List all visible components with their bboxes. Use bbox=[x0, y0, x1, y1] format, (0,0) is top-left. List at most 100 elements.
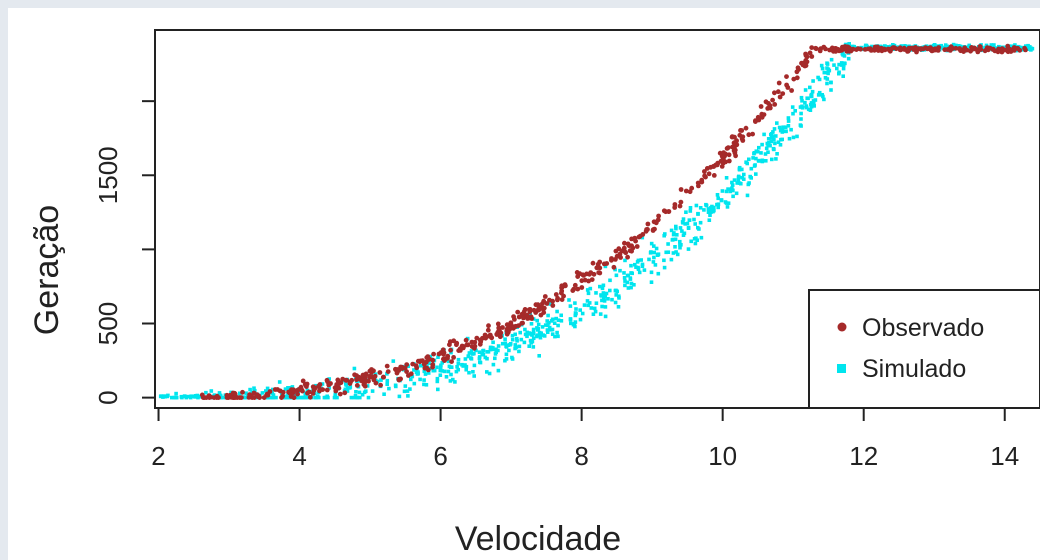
data-point-observado bbox=[689, 185, 695, 191]
data-point-simulado bbox=[724, 189, 729, 194]
data-point-observado bbox=[550, 298, 555, 304]
data-point-observado bbox=[629, 248, 634, 254]
data-point-observado bbox=[230, 395, 236, 400]
data-point-observado bbox=[486, 323, 491, 329]
data-point-simulado bbox=[170, 395, 174, 400]
data-point-simulado bbox=[704, 203, 709, 208]
data-point-simulado bbox=[687, 218, 692, 222]
data-point-simulado bbox=[663, 232, 667, 236]
data-point-simulado bbox=[841, 74, 845, 78]
data-point-simulado bbox=[843, 61, 847, 66]
data-point-observado bbox=[232, 391, 238, 397]
data-point-simulado bbox=[602, 295, 607, 299]
data-point-simulado bbox=[594, 301, 599, 305]
data-point-observado bbox=[306, 389, 312, 395]
data-point-observado bbox=[575, 286, 581, 292]
data-point-simulado bbox=[527, 344, 531, 348]
data-point-simulado bbox=[809, 92, 814, 97]
data-point-simulado bbox=[531, 327, 536, 332]
data-point-simulado bbox=[559, 319, 564, 323]
data-point-simulado bbox=[636, 258, 641, 263]
data-point-observado bbox=[579, 285, 585, 290]
data-point-simulado bbox=[360, 392, 365, 397]
data-point-simulado bbox=[601, 283, 606, 288]
data-point-simulado bbox=[592, 306, 597, 311]
data-point-simulado bbox=[809, 104, 814, 109]
data-point-simulado bbox=[418, 377, 422, 382]
data-point-observado bbox=[354, 377, 359, 383]
data-point-simulado bbox=[664, 250, 668, 255]
data-point-observado bbox=[613, 248, 619, 254]
data-point-simulado bbox=[182, 394, 187, 398]
data-point-simulado bbox=[770, 157, 774, 162]
data-point-simulado bbox=[626, 286, 631, 290]
data-point-simulado bbox=[518, 330, 522, 335]
data-point-simulado bbox=[408, 387, 412, 391]
data-point-simulado bbox=[652, 250, 656, 255]
data-point-simulado bbox=[466, 354, 471, 358]
data-point-observado bbox=[678, 187, 684, 192]
data-point-observado bbox=[371, 377, 377, 383]
data-point-observado bbox=[377, 370, 383, 375]
data-point-simulado bbox=[348, 385, 353, 389]
data-point-observado bbox=[396, 367, 401, 373]
data-point-simulado bbox=[456, 367, 460, 372]
data-point-simulado bbox=[549, 328, 553, 332]
data-point-simulado bbox=[585, 299, 590, 303]
data-point-observado bbox=[361, 382, 367, 387]
data-point-simulado bbox=[538, 335, 543, 340]
data-point-observado bbox=[464, 342, 470, 348]
data-point-simulado bbox=[535, 333, 540, 337]
data-point-simulado bbox=[537, 354, 541, 358]
data-point-simulado bbox=[825, 61, 829, 65]
data-point-simulado bbox=[174, 391, 178, 396]
data-point-observado bbox=[839, 47, 845, 53]
data-point-observado bbox=[367, 374, 372, 379]
data-point-observado bbox=[498, 330, 504, 336]
data-point-simulado bbox=[478, 360, 482, 364]
data-point-simulado bbox=[503, 358, 507, 363]
data-point-simulado bbox=[299, 395, 303, 400]
data-point-simulado bbox=[555, 309, 559, 314]
y-tick-label: 1500 bbox=[93, 146, 123, 204]
data-point-simulado bbox=[477, 350, 482, 354]
data-point-simulado bbox=[745, 161, 749, 166]
data-point-observado bbox=[542, 294, 548, 299]
data-point-simulado bbox=[840, 63, 844, 67]
data-point-simulado bbox=[355, 395, 360, 400]
data-point-simulado bbox=[370, 389, 375, 393]
data-point-observado bbox=[715, 160, 721, 166]
data-point-simulado bbox=[751, 156, 755, 160]
x-tick-label: 14 bbox=[990, 441, 1019, 471]
data-point-observado bbox=[1015, 46, 1021, 51]
data-point-simulado bbox=[270, 395, 274, 400]
data-point-simulado bbox=[539, 331, 543, 335]
data-point-observado bbox=[286, 389, 291, 395]
data-point-simulado bbox=[393, 383, 398, 388]
data-point-simulado bbox=[725, 205, 730, 209]
data-point-simulado bbox=[332, 395, 337, 400]
x-tick-label: 8 bbox=[574, 441, 588, 471]
data-point-simulado bbox=[771, 130, 775, 134]
data-point-simulado bbox=[688, 206, 693, 210]
data-point-simulado bbox=[326, 395, 330, 400]
data-point-simulado bbox=[471, 370, 475, 374]
data-point-observado bbox=[809, 45, 815, 50]
data-point-simulado bbox=[740, 167, 744, 172]
data-point-observado bbox=[756, 117, 762, 123]
data-point-simulado bbox=[209, 389, 214, 393]
data-point-simulado bbox=[327, 377, 331, 381]
data-point-simulado bbox=[799, 124, 803, 128]
data-point-observado bbox=[725, 145, 731, 151]
data-point-observado bbox=[795, 65, 801, 71]
data-point-observado bbox=[575, 274, 581, 279]
data-point-simulado bbox=[274, 395, 278, 400]
data-point-simulado bbox=[491, 340, 495, 345]
data-point-observado bbox=[572, 282, 578, 288]
data-point-simulado bbox=[186, 394, 190, 399]
data-point-observado bbox=[533, 302, 539, 308]
data-point-simulado bbox=[456, 361, 461, 366]
data-point-simulado bbox=[762, 132, 766, 137]
data-point-simulado bbox=[702, 208, 706, 212]
scatter-chart: 2 4 6 8 10 12 14 0 500 1500 Velocidade Geração O… bbox=[28, 29, 1040, 558]
